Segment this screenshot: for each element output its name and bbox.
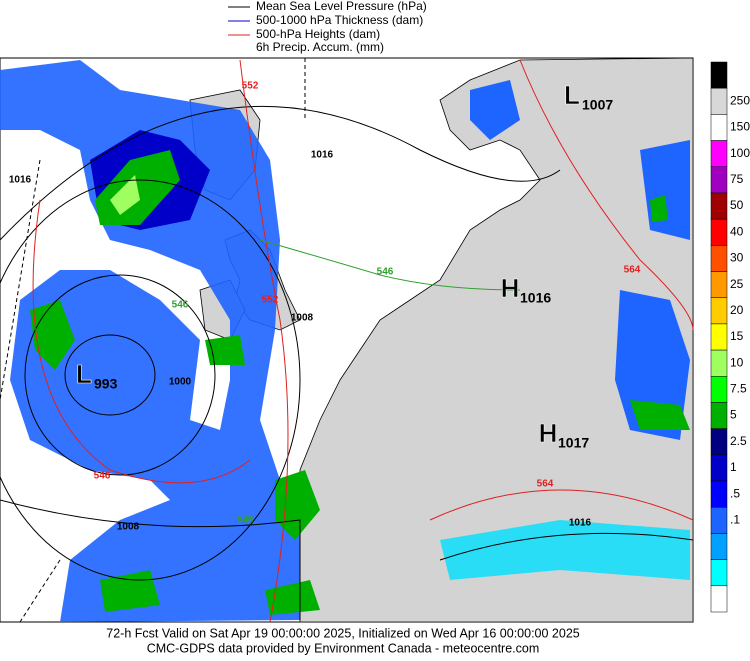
colorbar-segment: [710, 480, 728, 508]
colorbar-label: 7.5: [730, 382, 747, 396]
center-letter: H: [539, 418, 558, 448]
contour-label: 1000: [169, 377, 192, 388]
contour-label: 546: [94, 471, 111, 482]
colorbar-segment: [710, 297, 728, 325]
contour-label: 564: [624, 265, 641, 276]
footer-text: 72-h Fcst Valid on Sat Apr 19 00:00:00 2…: [106, 626, 580, 640]
colorbar-segment: [710, 559, 728, 587]
colorbar-label: 1: [730, 460, 737, 474]
contour-label: 552: [242, 81, 259, 92]
colorbar-label: 50: [730, 198, 744, 212]
colorbar-segment: [710, 533, 728, 560]
colorbar-label: 150: [730, 120, 750, 134]
center-letter: L: [564, 80, 580, 110]
contour-label: 546: [377, 267, 394, 278]
legend-text: 6h Precip. Accum. (mm): [256, 40, 384, 54]
contour-label: 1008: [117, 522, 140, 533]
contour-label: 1016: [311, 150, 334, 161]
colorbar-label: 15: [730, 329, 744, 343]
colorbar-segment: [710, 506, 728, 534]
center-pressure: 993: [94, 376, 118, 392]
colorbar-segment: [710, 454, 728, 482]
colorbar-segment: [710, 140, 728, 168]
colorbar-segment: [710, 218, 728, 246]
colorbar-label: .1: [730, 513, 740, 527]
colorbar-segment: [710, 114, 728, 141]
colorbar-label: 25: [730, 277, 744, 291]
colorbar-label: 2.5: [730, 434, 747, 448]
legend-text: 500-hPa Heights (dam): [256, 27, 380, 41]
colorbar-label: 10: [730, 355, 744, 369]
colorbar-segment: [710, 61, 728, 89]
colorbar-label: .5: [730, 486, 740, 500]
footer-text: CMC-GDPS data provided by Environment Ca…: [147, 641, 540, 655]
legend-text: 500-1000 hPa Thickness (dam): [256, 13, 423, 27]
colorbar-segment: [710, 166, 728, 194]
colorbar-label: 40: [730, 224, 744, 238]
colorbar-label: 100: [730, 146, 750, 160]
colorbar-label: 250: [730, 93, 750, 107]
center-pressure: 1016: [520, 290, 551, 306]
contour-label: 1008: [291, 313, 314, 324]
colorbar-label: 75: [730, 172, 744, 186]
colorbar-segment: [710, 271, 728, 298]
colorbar-label: 30: [730, 251, 744, 265]
contour-label: 546: [172, 300, 189, 311]
legend-text: Mean Sea Level Pressure (hPa): [256, 0, 427, 13]
colorbar-label: 5: [730, 408, 737, 422]
contour-label: 1016: [569, 518, 592, 529]
contour-label: 1016: [9, 175, 32, 186]
map-area: [0, 57, 694, 623]
center-letter: L: [76, 359, 92, 389]
colorbar-segment: [710, 376, 728, 403]
center-letter: H: [501, 273, 520, 303]
center-pressure: 1017: [558, 435, 589, 451]
colorbar-segment: [710, 585, 728, 613]
colorbar-segment: [710, 428, 728, 456]
contour-label: 546: [237, 515, 254, 526]
colorbar-segment: [710, 323, 728, 351]
colorbar-segment: [710, 87, 728, 115]
contour-label: 552: [262, 295, 279, 306]
colorbar-segment: [710, 245, 728, 272]
colorbar-segment: [710, 349, 728, 377]
colorbar-segment: [710, 402, 728, 429]
contour-label: 564: [537, 479, 554, 490]
center-pressure: 1007: [582, 97, 613, 113]
colorbar-segment: [710, 192, 728, 220]
colorbar-label: 20: [730, 303, 744, 317]
